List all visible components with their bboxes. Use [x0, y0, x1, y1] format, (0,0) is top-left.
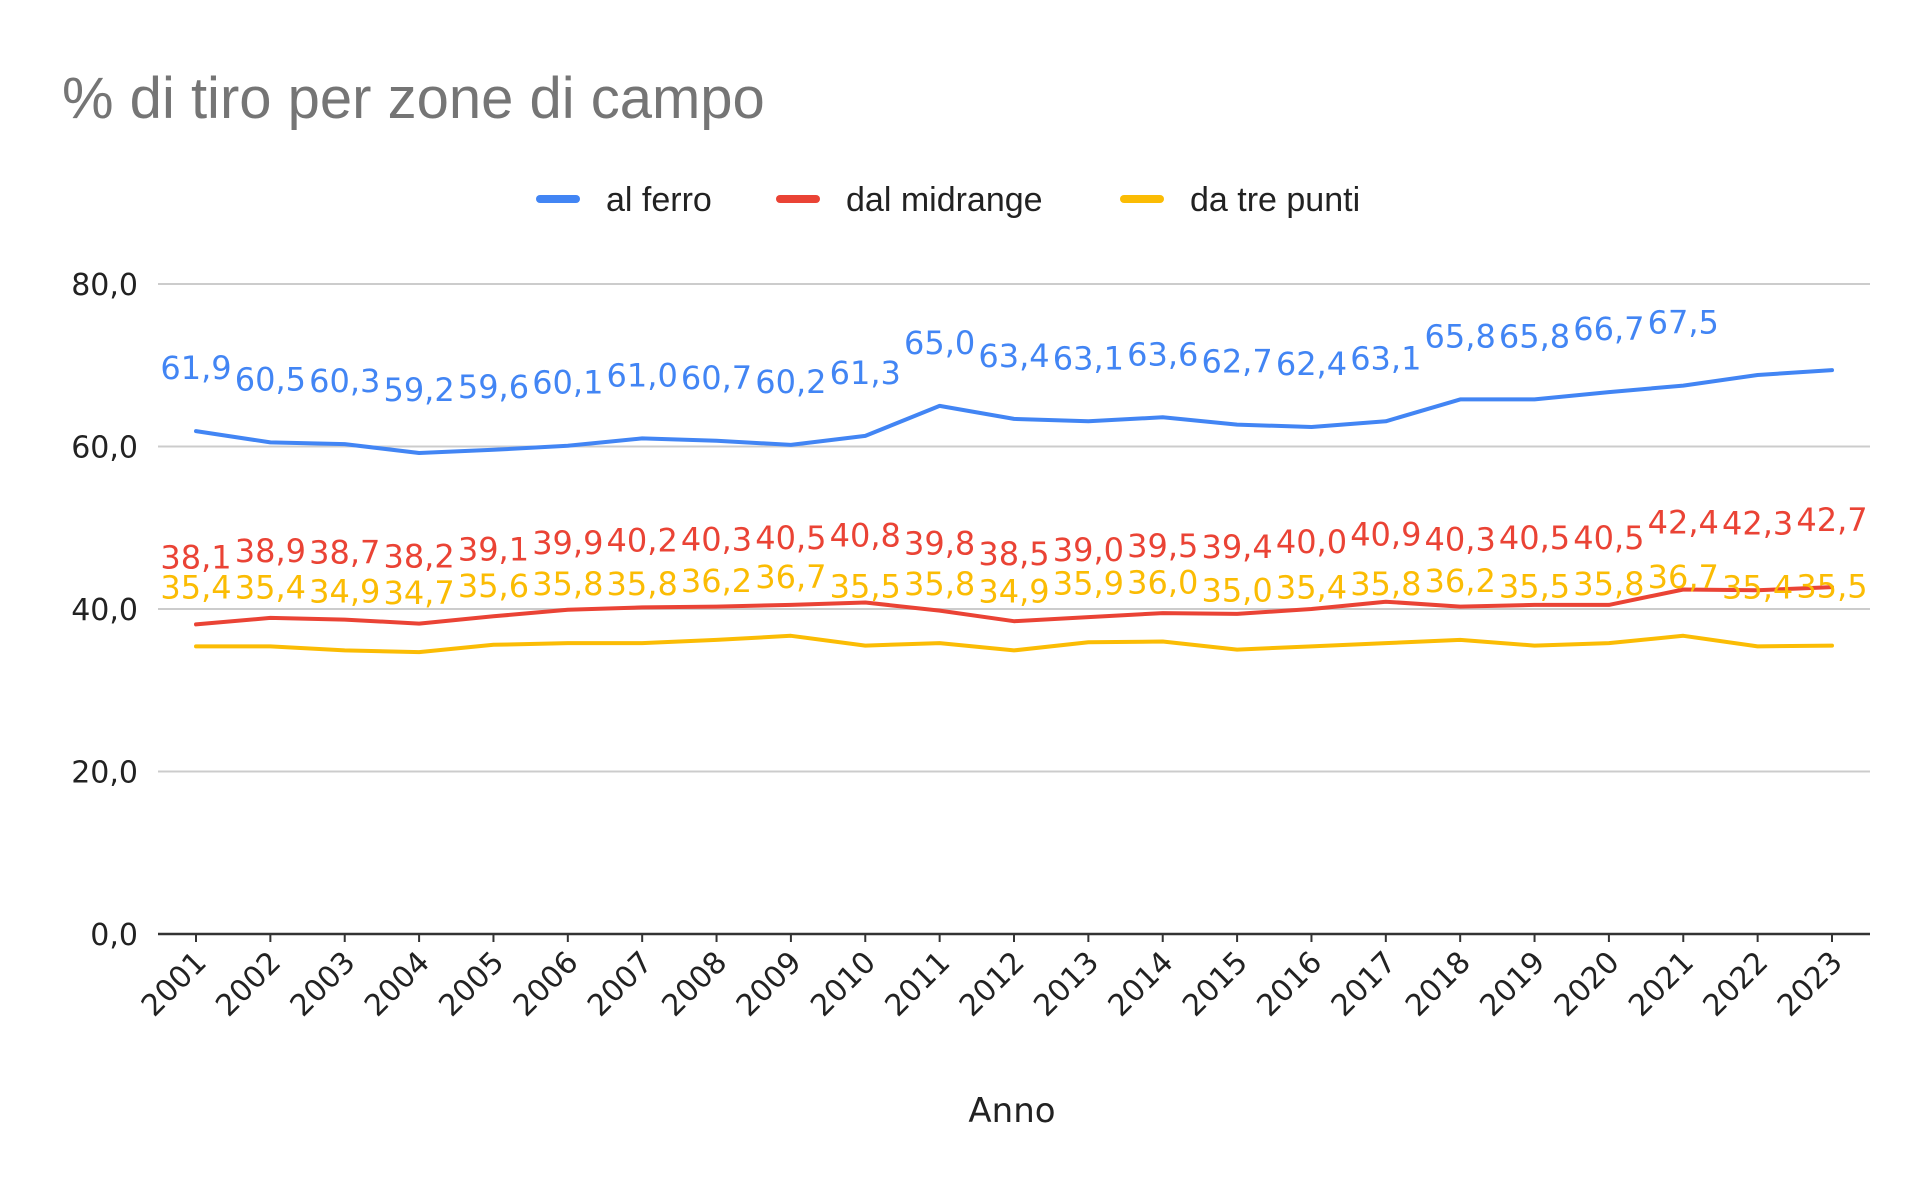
series-line [194, 633, 1834, 655]
legend-label: al ferro [606, 181, 712, 219]
data-label: 38,7 [309, 534, 380, 572]
y-tick-label: 60,0 [71, 431, 138, 466]
data-label: 39,1 [458, 530, 529, 568]
data-label: 36,0 [1127, 564, 1198, 602]
data-label: 59,2 [383, 371, 454, 409]
chart-title: % di tiro per zone di campo [62, 66, 765, 131]
legend-label: da tre punti [1190, 181, 1360, 219]
data-label: 40,9 [1350, 516, 1421, 554]
data-label: 35,8 [1350, 565, 1421, 603]
data-label: 35,4 [160, 568, 231, 606]
data-label: 42,4 [1648, 504, 1719, 542]
data-label: 40,2 [607, 521, 678, 559]
data-label: 61,9 [160, 349, 231, 387]
data-label: 35,6 [458, 567, 529, 605]
series-lines [194, 368, 1834, 655]
data-label: 35,8 [607, 565, 678, 603]
data-label: 40,5 [1573, 519, 1644, 557]
data-label: 38,9 [235, 532, 306, 570]
data-label: 40,5 [1499, 519, 1570, 557]
data-label: 38,5 [978, 535, 1049, 573]
data-label: 42,3 [1722, 504, 1793, 542]
data-label: 35,5 [1499, 568, 1570, 606]
data-label: 65,8 [1425, 317, 1496, 355]
data-label: 40,0 [1276, 523, 1347, 561]
data-label: 39,0 [1053, 531, 1124, 569]
y-tick-label: 40,0 [71, 593, 138, 628]
data-label: 62,4 [1276, 345, 1347, 383]
data-label: 60,5 [235, 360, 306, 398]
data-label: 36,7 [755, 558, 826, 596]
data-label: 62,7 [1201, 343, 1272, 381]
data-label: 38,1 [160, 538, 231, 576]
data-label: 39,9 [532, 524, 603, 562]
data-label: 39,5 [1127, 527, 1198, 565]
data-label: 35,5 [1796, 568, 1867, 606]
data-label: 35,0 [1201, 572, 1272, 610]
data-label: 35,4 [1276, 568, 1347, 606]
data-label: 65,8 [1499, 317, 1570, 355]
data-label: 35,8 [904, 565, 975, 603]
data-label: 40,3 [681, 521, 752, 559]
y-tick-label: 0,0 [90, 918, 138, 953]
data-label: 67,5 [1648, 304, 1719, 342]
y-tick-label: 80,0 [71, 268, 138, 303]
data-label: 63,4 [978, 337, 1049, 375]
legend-label: dal midrange [846, 181, 1043, 219]
data-label: 42,7 [1796, 501, 1867, 539]
data-label: 40,5 [755, 519, 826, 557]
data-label: 61,0 [607, 356, 678, 394]
data-label: 63,1 [1350, 339, 1421, 377]
data-label: 34,9 [309, 572, 380, 610]
data-label: 36,2 [1425, 562, 1496, 600]
y-axis-ticks: 0,0 20,0 40,0 60,0 80,0 [71, 268, 138, 953]
data-label: 34,9 [978, 572, 1049, 610]
data-label: 66,7 [1573, 310, 1644, 348]
series-line [194, 368, 1834, 455]
data-label: 35,8 [532, 565, 603, 603]
data-label: 36,7 [1648, 558, 1719, 596]
data-label: 63,6 [1127, 335, 1198, 373]
data-label: 40,8 [830, 517, 901, 555]
y-tick-label: 20,0 [71, 756, 138, 791]
data-label: 35,5 [830, 568, 901, 606]
data-label: 39,4 [1201, 528, 1272, 566]
data-label: 35,4 [1722, 568, 1793, 606]
data-label: 34,7 [383, 574, 454, 612]
x-axis-title: Anno [968, 1091, 1055, 1131]
data-label: 59,6 [458, 368, 529, 406]
data-labels: 61,9 60,5 60,3 59,2 59,6 60,1 61,0 60,7 60,2 61,3… [160, 304, 1867, 613]
data-label: 35,9 [1053, 564, 1124, 602]
legend: al ferro dal midrange da tre punti [536, 181, 1360, 219]
data-label: 60,3 [309, 362, 380, 400]
data-label: 39,8 [904, 525, 975, 563]
data-label: 35,8 [1573, 565, 1644, 603]
data-label: 40,3 [1425, 521, 1496, 559]
data-label: 60,1 [532, 364, 603, 402]
data-label: 35,4 [235, 568, 306, 606]
data-label: 60,2 [755, 363, 826, 401]
data-label: 61,3 [830, 354, 901, 392]
series-line [194, 585, 1834, 627]
data-label: 65,0 [904, 324, 975, 362]
data-label: 38,2 [383, 538, 454, 576]
data-label: 60,7 [681, 359, 752, 397]
data-label: 63,1 [1053, 339, 1124, 377]
data-label: 36,2 [681, 562, 752, 600]
